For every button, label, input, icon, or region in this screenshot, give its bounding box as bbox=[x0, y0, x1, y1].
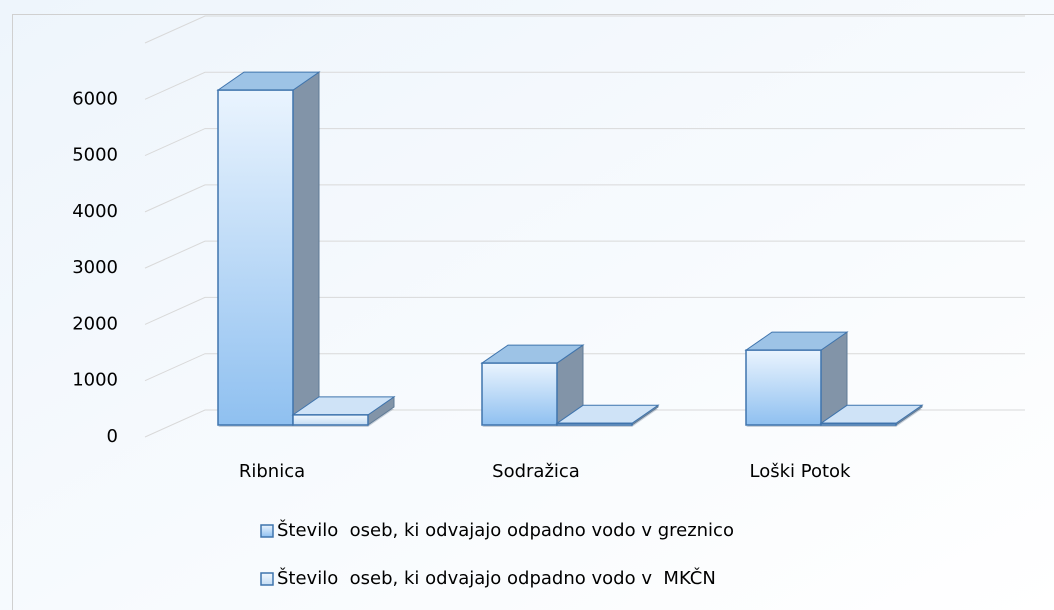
bar bbox=[217, 89, 294, 426]
y-tick-label: 6000 bbox=[72, 88, 118, 109]
chart-border bbox=[12, 14, 1054, 610]
bar bbox=[481, 362, 558, 426]
legend-swatch bbox=[260, 524, 274, 538]
y-tick-label: 3000 bbox=[72, 257, 118, 278]
bar bbox=[292, 414, 369, 426]
x-tick-label: Sodražica bbox=[492, 461, 580, 482]
x-tick-label: Ribnica bbox=[239, 461, 305, 482]
wall-edge bbox=[144, 15, 1025, 44]
bar bbox=[556, 422, 633, 426]
grid-line bbox=[144, 296, 1025, 325]
y-tick-label: 1000 bbox=[72, 370, 118, 391]
y-tick-label: 0 bbox=[107, 426, 118, 447]
legend-label: Število oseb, ki odvajajo odpadno vodo v… bbox=[277, 519, 734, 541]
legend-label: Število oseb, ki odvajajo odpadno vodo v… bbox=[277, 567, 716, 589]
bar bbox=[745, 349, 822, 426]
grid-line bbox=[144, 128, 1025, 157]
x-tick-label: Loški Potok bbox=[750, 461, 852, 482]
y-tick-label: 4000 bbox=[72, 201, 118, 222]
grid-line bbox=[144, 184, 1025, 213]
bar bbox=[820, 422, 897, 426]
grid-line bbox=[144, 240, 1025, 269]
grid-line bbox=[144, 71, 1025, 100]
y-tick-label: 5000 bbox=[72, 145, 118, 166]
y-tick-label: 2000 bbox=[72, 313, 118, 334]
legend-swatch bbox=[260, 572, 274, 586]
bar-side bbox=[292, 71, 320, 426]
